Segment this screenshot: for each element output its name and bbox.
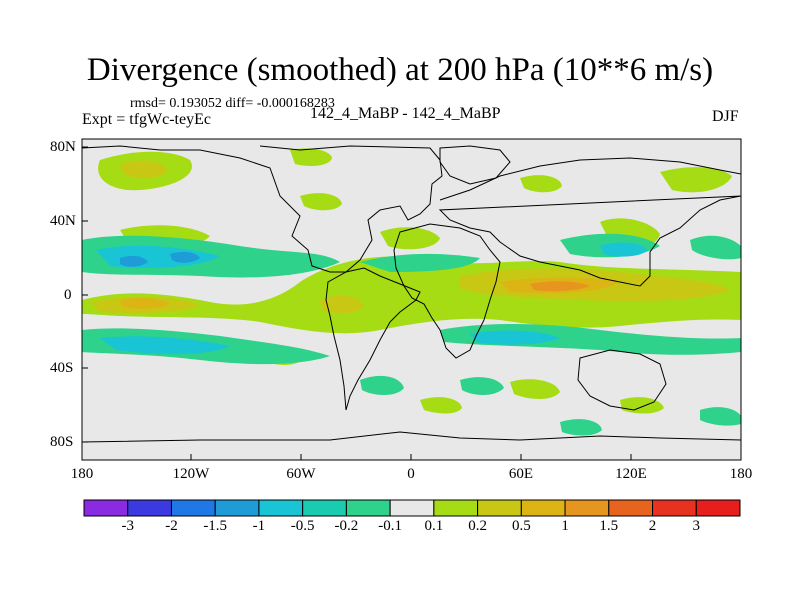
field-blob [290, 148, 332, 166]
colorbar-box [214, 499, 260, 517]
field-blob [170, 251, 200, 263]
colorbar-box [652, 499, 697, 517]
lon-label-60e: 60E [508, 466, 534, 482]
colorbar-box [433, 499, 479, 517]
colorbar-label: -2 [165, 518, 178, 534]
colorbar-box [258, 499, 304, 517]
colorbar-label: -1.5 [203, 518, 228, 534]
run-comparison-label: 142_4_MaBP - 142_4_MaBP [310, 105, 501, 122]
field-blob [560, 419, 602, 436]
colorbar-label: -0.1 [378, 518, 402, 534]
colorbar-box [302, 499, 347, 517]
colorbar-label: 1.5 [599, 518, 619, 534]
field-blob [520, 175, 562, 193]
colorbar-label: 3 [692, 518, 701, 534]
colorbar-box [170, 499, 216, 517]
coastline-north-america [82, 145, 443, 273]
experiment-label: Expt = tfgWc-teyEc [82, 111, 211, 128]
lon-label-120w: 120W [172, 466, 210, 482]
field-blob [690, 235, 741, 260]
colorbar-label: -1 [252, 518, 266, 534]
colorbar-label: 0.1 [424, 518, 444, 534]
lon-label-60w: 60W [286, 466, 316, 482]
lon-label-180w: 180 [70, 466, 94, 482]
lat-label-eq: 0 [64, 287, 72, 303]
lon-label-0: 0 [407, 466, 415, 482]
divergence-fields [82, 145, 741, 443]
positive-max-field [530, 281, 590, 292]
colorbar-box [389, 499, 435, 517]
colorbar-box [477, 499, 522, 517]
field-blob [380, 227, 440, 250]
coastline-australia [577, 349, 667, 411]
field-blob [360, 375, 404, 395]
lat-label-80s: 80S [50, 434, 74, 450]
coastline-greenland [439, 145, 511, 185]
field-blob [510, 379, 560, 399]
colorbar-box [564, 499, 610, 517]
colorbar-label: 0.5 [511, 518, 531, 534]
field-blob [460, 377, 504, 395]
lat-label-80n: 80N [50, 139, 76, 155]
colorbar-box [83, 499, 129, 517]
colorbar-label: -0.5 [290, 518, 315, 534]
colorbar-label: 2 [648, 518, 657, 534]
coastlines [82, 145, 741, 443]
field-blob [660, 167, 732, 193]
coastline-africa [393, 223, 501, 359]
lat-label-40s: 40S [50, 360, 74, 376]
field-blob [120, 160, 168, 179]
colorbar-box [695, 499, 741, 517]
lon-label-180e: 180 [729, 466, 753, 482]
field-blob [530, 281, 590, 292]
colorbar-label: 1 [561, 518, 569, 534]
colorbar [83, 499, 741, 517]
colorbar-label: 0.2 [468, 518, 487, 534]
rmsd-diff-stats: rmsd= 0.193052 diff= -0.000168283 [130, 96, 335, 111]
field-blob [420, 397, 462, 414]
colorbar-box [608, 499, 654, 517]
colorbar-label: -3 [121, 518, 134, 534]
field-blob [120, 255, 148, 267]
lat-label-40n: 40N [50, 213, 76, 229]
field-blob [360, 253, 480, 272]
colorbar-box [520, 499, 566, 517]
field-blob [470, 330, 560, 345]
field-blob [320, 295, 364, 314]
lon-label-120e: 120E [615, 466, 647, 482]
field-blob [600, 242, 648, 257]
colorbar-box [127, 499, 172, 517]
negative-strong-field [120, 251, 200, 267]
field-blob [300, 193, 342, 211]
coastline-antarctica [82, 431, 741, 443]
colorbar-label: -0.2 [334, 518, 359, 534]
field-blob [100, 336, 230, 355]
coastline-eurasia [438, 157, 741, 287]
colorbar-box [345, 499, 391, 517]
field-blob [700, 407, 741, 426]
season-label: DJF [712, 108, 739, 125]
field-blob [120, 297, 170, 309]
plot-title: Divergence (smoothed) at 200 hPa (10**6 … [86, 52, 714, 88]
axis-ticks [82, 146, 632, 460]
